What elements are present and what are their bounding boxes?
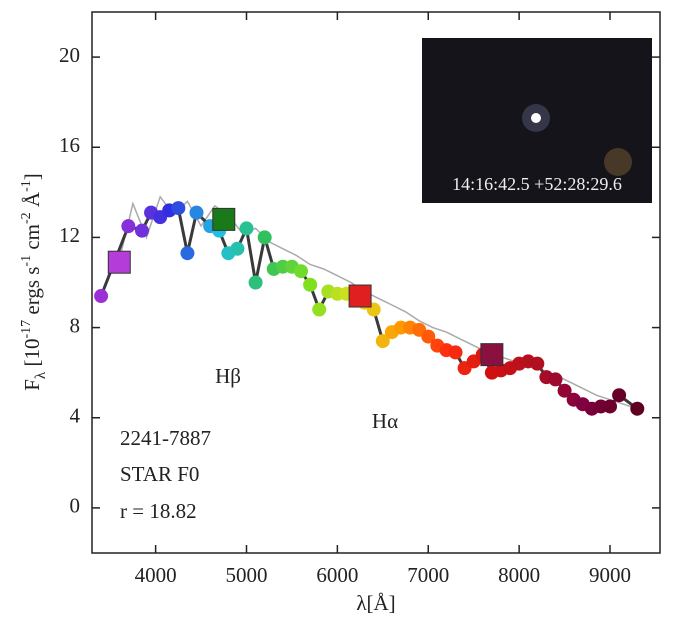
plot-frame [91,11,661,554]
photometry-point [230,241,245,256]
y-axis-label: Fλ [10-17 ergs s-1 cm-2 Å-1] [19,173,50,391]
y-tick-label: 4 [70,404,81,428]
x-tick-label: 7000 [407,563,449,587]
y-label-part: cm [20,224,44,255]
broadband-point [212,207,236,231]
y-label-part: -1 [19,180,34,192]
y-label-part: F [20,379,44,391]
y-label-part: ] [20,173,44,180]
y-label-part: ergs s [20,267,44,320]
broadband-point [107,250,131,274]
y-tick-label: 20 [59,43,80,67]
y-label-part: λ [33,371,49,379]
photometry-point [171,201,186,216]
y-label-part: -1 [19,255,34,267]
photometry-point [630,401,645,416]
galaxy [604,148,632,176]
x-label-part: [Å] [367,591,396,615]
photometry-point [603,399,618,414]
star [531,113,541,123]
photometry-point [375,334,390,349]
annotation: Hα [372,409,398,433]
x-tick-label: 6000 [316,563,358,587]
object-info: 2241-7887 [120,426,211,450]
photometry-point [239,221,254,236]
x-tick-label: 9000 [589,563,631,587]
y-label-part: -2 [19,212,34,224]
photometry-point [248,275,263,290]
photometry-point [180,246,195,261]
photometry-point [121,219,136,234]
x-label-part: λ [356,591,367,615]
object-info: r = 18.82 [120,499,197,523]
y-label-part: Å [20,191,44,212]
x-tick-label: 5000 [225,563,267,587]
y-tick-label: 12 [59,223,80,247]
photometry-point [548,372,563,387]
image-caption: 14:16:42.5 +52:28:29.6 [452,174,622,194]
y-label-part: -17 [19,320,34,339]
photometry-point [257,230,272,245]
object-info: STAR F0 [120,462,199,486]
photometry-point [312,302,327,317]
x-axis-label: λ[Å] [356,591,395,615]
photometry-point [557,383,572,398]
broadband-point [480,343,504,367]
x-tick-label: 4000 [135,563,177,587]
photometry-point [94,289,109,304]
broadband-point [348,284,372,308]
photometry-point [294,264,309,279]
x-tick-label: 8000 [498,563,540,587]
photometry-point [303,277,318,292]
photometry-point [530,356,545,371]
photometry-point [189,205,204,220]
y-label-part: [10 [20,339,44,372]
photometry-point [448,345,463,360]
plot-area: 4000 5000 6000 7000 8000 9000 0 4 8 12 16 20 [59,12,660,587]
y-tick-label: 16 [59,133,80,157]
y-tick-label: 8 [70,313,81,337]
photometry-point [134,223,149,238]
y-tick-label: 0 [70,494,81,518]
annotation: Hβ [215,364,241,388]
photometry-point [612,388,627,403]
photometry-point [421,329,436,344]
